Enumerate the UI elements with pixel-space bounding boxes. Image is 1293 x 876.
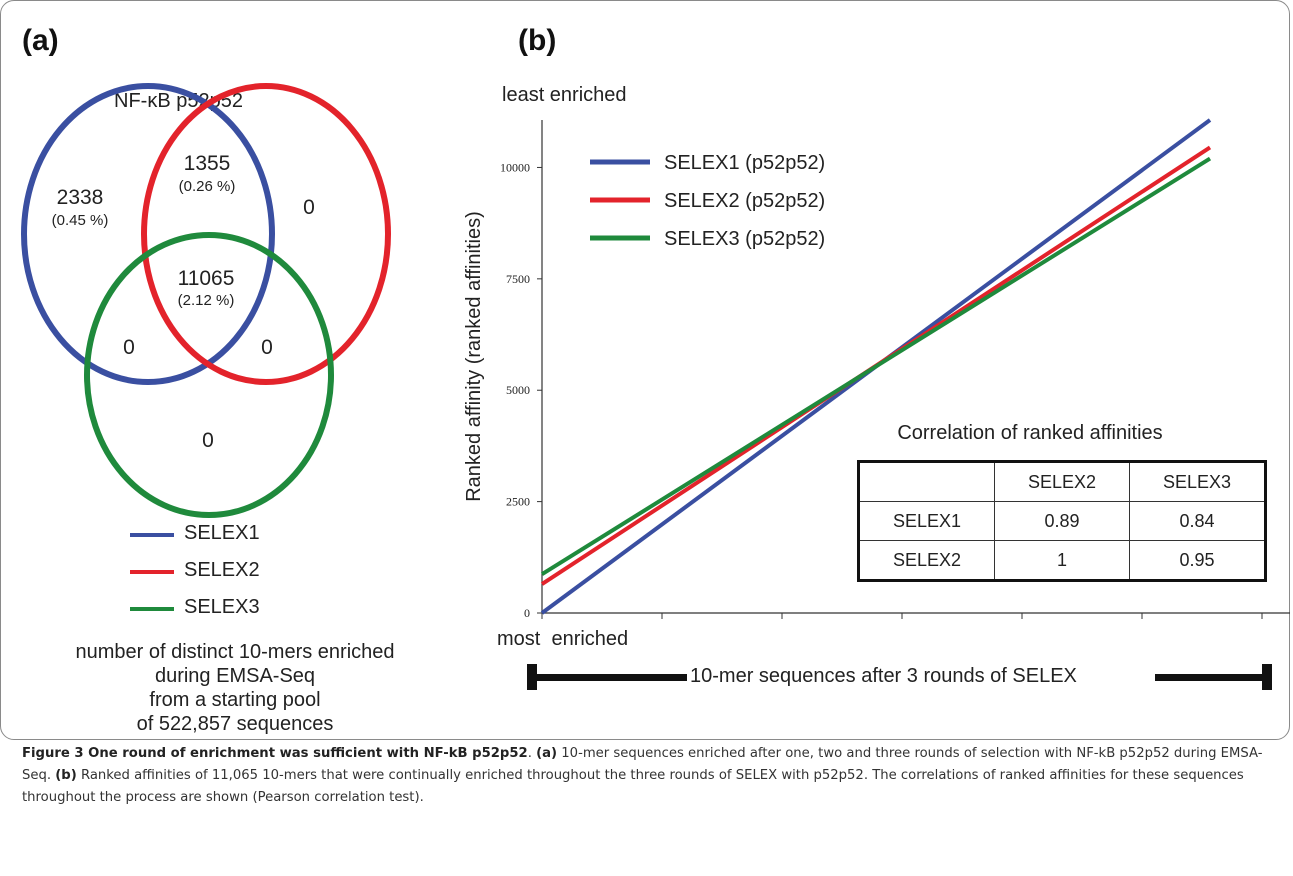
caption-figure-title: Figure 3 One round of enrichment was suf… — [22, 746, 528, 761]
y-tick-label: 2500 — [506, 495, 530, 509]
table-header-cell: SELEX3 — [1129, 461, 1266, 502]
legend-label-selex1: SELEX1 — [184, 522, 260, 544]
top-axis-label: least enriched — [502, 84, 627, 106]
venn-pct-selex1-only: (0.45 %) — [51, 212, 109, 229]
bottom-axis-label: most enriched — [497, 628, 629, 650]
panel-b-label: (b) — [518, 24, 557, 57]
y-tick-label: 10000 — [500, 160, 530, 174]
venn-count-all-three: 11065 — [177, 267, 235, 290]
venn-caption-line: during EMSA-Seq — [154, 665, 316, 687]
legend-swatch-selex1 — [130, 533, 174, 537]
y-tick-label: 7500 — [506, 272, 530, 286]
ranked-affinity-chart: 0 2500 5000 7500 10000 Ranked affinity (ranke… — [463, 118, 1290, 620]
venn-diagram — [21, 83, 391, 518]
table-cell: 0.89 — [994, 501, 1130, 541]
table-row: SELEX2 1 0.95 — [858, 540, 1266, 581]
caption-period: . — [527, 746, 532, 761]
range-bar-left — [527, 674, 687, 681]
range-bar-right — [1155, 674, 1267, 681]
chart-series — [540, 118, 1212, 615]
range-bar-label: 10-mer sequences after 3 rounds of SELEX — [690, 665, 1077, 687]
venn-circle-selex2 — [141, 83, 391, 385]
venn-count-selex1-3: 0 — [123, 336, 135, 359]
y-tick-label: 5000 — [506, 383, 530, 397]
venn-pct-all-three: (2.12 %) — [177, 292, 235, 309]
chart-axes: 0 2500 5000 7500 10000 Ranked affinity (ranke… — [463, 120, 1290, 620]
legend-label: SELEX1 (p52p52) — [664, 152, 825, 174]
table-cell: SELEX1 — [858, 501, 995, 541]
venn-count-selex2-3: 0 — [261, 336, 273, 359]
caption-text-a: 10-mer sequences enriched after one, two… — [22, 746, 1263, 783]
venn-circle-selex3 — [84, 232, 334, 518]
legend-label-selex2: SELEX2 — [184, 559, 260, 581]
y-tick-label: 0 — [524, 606, 530, 620]
table-header-cell — [858, 461, 995, 502]
legend-label: SELEX2 (p52p52) — [664, 190, 825, 212]
table-cell: 0.84 — [1129, 501, 1266, 541]
range-bar-right-cap — [1262, 664, 1272, 690]
table-cell: SELEX2 — [858, 540, 995, 581]
caption-tag-b: (b) — [55, 768, 77, 783]
correlation-table-title: Correlation of ranked affinities — [897, 422, 1163, 444]
venn-count-selex2-only: 0 — [303, 196, 315, 219]
figure-caption: Figure 3 One round of enrichment was suf… — [22, 743, 1272, 809]
venn-caption-line: number of distinct 10-mers enriched — [75, 641, 395, 663]
venn-caption-line: from a starting pool — [149, 689, 321, 711]
legend-label-selex3: SELEX3 — [184, 596, 260, 618]
venn-count-selex3-only: 0 — [202, 429, 214, 452]
table-cell: 0.95 — [1129, 540, 1266, 581]
legend-label: SELEX3 (p52p52) — [664, 228, 825, 250]
caption-tag-a: (a) — [536, 746, 558, 761]
legend-swatch-selex2 — [130, 570, 174, 574]
y-axis-label: Ranked affinity (ranked affinities) — [463, 211, 485, 502]
correlation-table: SELEX2 SELEX3 SELEX1 0.89 0.84 SELEX2 1 … — [857, 460, 1267, 582]
venn-pct-selex1-2: (0.26 %) — [178, 178, 236, 195]
venn-count-selex1-2: 1355 — [183, 152, 231, 175]
venn-count-selex1-only: 2338 — [56, 186, 104, 209]
chart-legend: SELEX1 (p52p52) SELEX2 (p52p52) SELEX3 (p5… — [590, 152, 825, 250]
series-line-3 — [540, 156, 1212, 576]
legend-swatch-selex3 — [130, 607, 174, 611]
table-row: SELEX1 0.89 0.84 — [858, 501, 1266, 541]
venn-caption: number of distinct 10-mers enriched duri… — [0, 640, 470, 736]
venn-circle-selex1 — [21, 83, 275, 385]
venn-caption-line: of 522,857 sequences — [136, 713, 334, 735]
table-header-cell: SELEX2 — [994, 461, 1130, 502]
table-header-row: SELEX2 SELEX3 — [858, 461, 1266, 502]
panel-a-label: (a) — [22, 24, 59, 57]
table-cell: 1 — [994, 540, 1130, 581]
caption-text-b: Ranked affinities of 11,065 10-mers that… — [22, 768, 1244, 805]
